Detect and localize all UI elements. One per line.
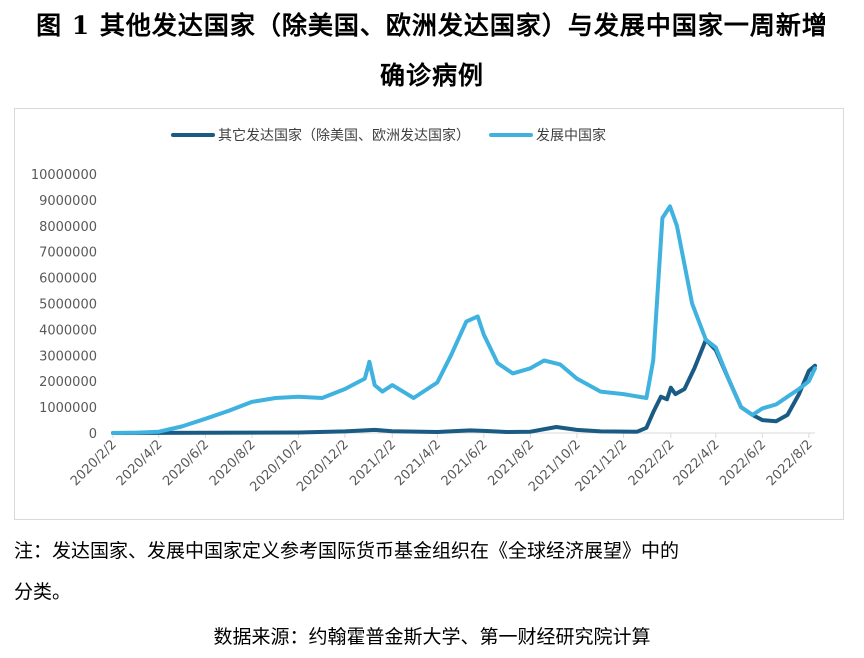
x-tick-label: 2020/4/2 <box>114 437 166 489</box>
x-tick-label: 2022/6/2 <box>717 437 769 489</box>
x-tick-label: 2020/6/2 <box>160 437 212 489</box>
y-tick-label: 0 <box>89 427 97 442</box>
page-title-line2: 确诊病例 <box>379 61 484 90</box>
x-tick-label: 2021/4/2 <box>392 437 444 489</box>
y-tick-label: 1000000 <box>39 401 97 416</box>
x-tick-label: 2022/8/2 <box>764 437 816 489</box>
y-tick-label: 10000000 <box>31 168 97 183</box>
data-source: 数据来源：约翰霍普金斯大学、第一财经研究院计算 <box>213 626 651 648</box>
x-tick-label: 2021/2/2 <box>347 437 399 489</box>
line-chart: 0 1000000 2000000 3000000 4000000 5000000 6000… <box>31 127 817 495</box>
x-tick-label: 2021/6/2 <box>439 437 491 489</box>
y-tick-label: 5000000 <box>39 298 97 313</box>
legend-label-1: 其它发达国家（除美国、欧洲发达国家） <box>218 127 470 144</box>
footnote-line1: 注：发达国家、发展中国家定义参考国际货币基金组织在《全球经济展望》中的 <box>14 540 680 562</box>
series-line-1 <box>111 337 817 435</box>
series-line-2 <box>111 204 817 435</box>
y-tick-label: 9000000 <box>39 194 97 209</box>
legend-label-2: 发展中国家 <box>536 127 606 144</box>
y-tick-label: 8000000 <box>39 220 97 235</box>
x-tick-label: 2020/2/2 <box>68 437 120 489</box>
y-tick-label: 3000000 <box>39 349 97 364</box>
y-tick-label: 7000000 <box>39 246 97 261</box>
y-tick-label: 4000000 <box>39 323 97 338</box>
y-tick-label: 2000000 <box>39 375 97 390</box>
x-tick-label: 2022/2/2 <box>626 437 678 489</box>
x-tick-label: 2022/4/2 <box>671 437 723 489</box>
footnote-line2: 分类。 <box>14 581 72 603</box>
chart-area: 0 1000000 2000000 3000000 4000000 5000000 6000… <box>14 108 844 520</box>
page-title-line1: 图 1 其他发达国家（除美国、欧洲发达国家）与发展中国家一周新增 <box>36 11 828 40</box>
y-tick-label: 6000000 <box>39 272 97 287</box>
